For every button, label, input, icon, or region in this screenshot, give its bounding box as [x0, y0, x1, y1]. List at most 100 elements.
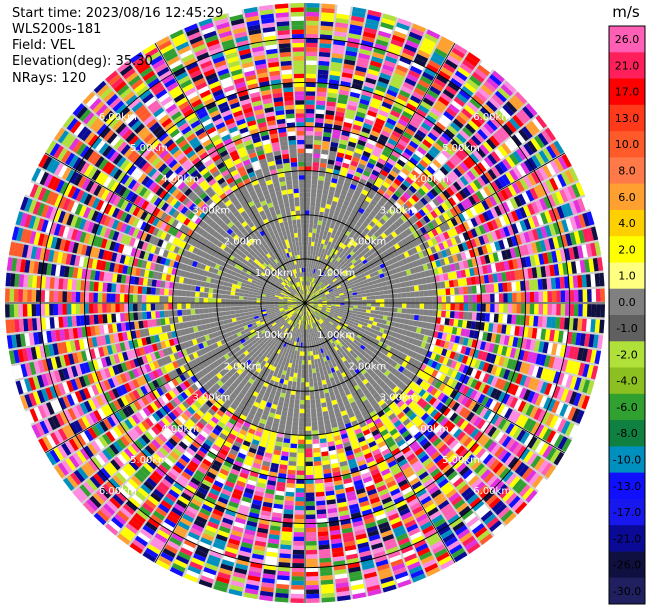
gate-cell: [328, 267, 333, 272]
gate-cell: [427, 359, 434, 367]
gate-cell: [469, 75, 482, 87]
gate-cell: [548, 237, 556, 250]
gate-cell: [441, 394, 449, 404]
gate-cell: [518, 129, 530, 142]
gate-cell: [305, 236, 309, 242]
gate-cell: [486, 264, 493, 274]
gate-cell: [414, 315, 419, 321]
gate-cell: [445, 436, 456, 446]
gate-cell: [346, 109, 356, 116]
gate-cell: [486, 374, 495, 385]
gate-cell: [305, 205, 310, 211]
gate-cell: [428, 111, 440, 121]
gate-cell: [552, 357, 560, 370]
gate-cell: [549, 177, 559, 191]
gate-cell: [460, 328, 467, 337]
gate-cell: [474, 113, 486, 125]
gate-cell: [417, 49, 431, 59]
gate-cell: [452, 181, 462, 191]
gate-cell: [293, 417, 299, 422]
gate-cell: [348, 293, 353, 296]
gate-cell: [325, 172, 332, 178]
gate-cell: [492, 132, 504, 144]
gate-cell: [315, 487, 325, 493]
gate-cell: [505, 492, 518, 505]
gate-cell: [466, 219, 474, 229]
gate-cell: [546, 162, 557, 176]
gate-cell: [299, 413, 305, 418]
gate-cell: [328, 246, 333, 252]
gate-cell: [457, 278, 463, 287]
gate-cell: [470, 217, 478, 227]
gate-cell: [343, 63, 355, 70]
gate-cell: [495, 464, 507, 477]
gate-cell: [365, 289, 371, 294]
gate-cell: [519, 233, 527, 244]
gate-cell: [351, 208, 358, 215]
gate-cell: [335, 283, 341, 287]
gate-cell: [541, 411, 551, 425]
gate-cell: [416, 361, 423, 369]
gate-cell: [319, 312, 324, 316]
gate-cell: [335, 111, 345, 118]
gate-cell: [505, 156, 516, 168]
gate-cell: [420, 172, 430, 181]
gate-cell: [305, 210, 310, 215]
gate-cell: [536, 380, 544, 393]
gate-cell: [520, 280, 526, 291]
gate-cell: [365, 327, 371, 332]
gate-cell: [311, 308, 316, 312]
gate-cell: [388, 85, 400, 94]
gate-cell: [535, 152, 546, 166]
gate-cell: [419, 217, 427, 226]
gate-cell: [404, 319, 410, 325]
gate-cell: [551, 290, 557, 302]
gate-cell: [371, 184, 379, 192]
gate-cell: [474, 226, 482, 236]
gate-cell: [317, 287, 322, 292]
gate-cell: [482, 332, 488, 341]
gate-cell: [417, 175, 427, 184]
gate-cell: [311, 268, 314, 274]
gate-cell: [511, 134, 523, 147]
gate-cell: [362, 333, 368, 338]
gate-cell: [393, 178, 402, 187]
gate-cell: [327, 96, 337, 103]
gate-cell: [347, 339, 353, 345]
gate-cell: [471, 193, 481, 203]
gate-cell: [433, 172, 443, 182]
gate-cell: [486, 209, 495, 220]
gate-cell: [320, 398, 326, 404]
gate-cell: [333, 224, 339, 231]
gate-cell: [324, 282, 329, 287]
gate-cell: [540, 226, 548, 239]
gate-cell: [306, 3, 320, 8]
gate-cell: [305, 175, 312, 180]
gate-cell: [384, 229, 391, 236]
gate-cell: [334, 234, 339, 240]
gate-cell: [333, 322, 339, 327]
gate-cell: [365, 196, 372, 203]
gate-cell: [362, 300, 367, 303]
velocity-gates: [5, 3, 605, 603]
gate-cell: [419, 142, 430, 152]
gate-cell: [376, 113, 387, 122]
gate-cell: [479, 144, 490, 156]
gate-cell: [377, 318, 383, 324]
gate-cell: [325, 311, 330, 314]
gate-cell: [375, 142, 385, 150]
gate-cell: [305, 117, 314, 123]
gate-cell: [403, 211, 411, 220]
gate-cell: [305, 219, 310, 224]
gate-cell: [483, 438, 494, 450]
gate-cell: [305, 294, 307, 299]
gate-cell: [436, 310, 442, 317]
gate-cell: [326, 297, 332, 300]
gate-cell: [413, 166, 423, 175]
gate-cell: [492, 480, 505, 493]
gate-cell: [385, 211, 392, 219]
gate-cell: [464, 398, 473, 409]
gate-cell: [387, 259, 394, 265]
gate-cell: [369, 272, 375, 278]
gate-cell: [338, 323, 344, 327]
